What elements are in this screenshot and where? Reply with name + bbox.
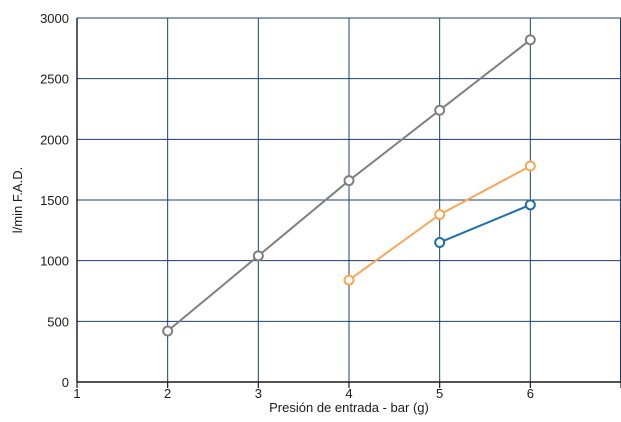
y-tick-label: 500 <box>47 314 69 329</box>
data-point <box>252 250 264 262</box>
x-tick-label: 6 <box>527 386 534 401</box>
series-lines <box>162 34 536 337</box>
series-line-3 <box>439 203 531 244</box>
data-point <box>524 199 536 211</box>
x-tick-label: 4 <box>345 386 352 401</box>
data-point <box>162 325 174 337</box>
y-tick-label: 2000 <box>40 132 69 147</box>
data-point <box>524 160 536 172</box>
grid <box>76 17 621 383</box>
y-tick-label: 1000 <box>40 254 69 269</box>
tick-labels: 0 500 1000 1500 2000 2500 3000 1 2 3 4 5 6 <box>40 11 621 401</box>
x-axis-title: Presión de entrada - bar (g) <box>269 400 429 415</box>
y-tick-label: 1500 <box>40 193 69 208</box>
data-point <box>343 175 355 187</box>
data-point <box>434 236 446 248</box>
data-point <box>343 274 355 286</box>
x-tick-label: 3 <box>255 386 262 401</box>
y-axis-title: l/min F.A.D. <box>10 167 25 233</box>
data-point <box>434 209 446 221</box>
y-tick-label: 3000 <box>40 11 69 26</box>
data-point <box>524 34 536 46</box>
x-tick-label: 5 <box>436 386 443 401</box>
y-tick-label: 2500 <box>40 72 69 87</box>
y-tick-label: 0 <box>62 375 69 390</box>
x-tick-label: 2 <box>164 386 171 401</box>
data-point <box>434 104 446 116</box>
x-tick-label: 1 <box>73 386 80 401</box>
